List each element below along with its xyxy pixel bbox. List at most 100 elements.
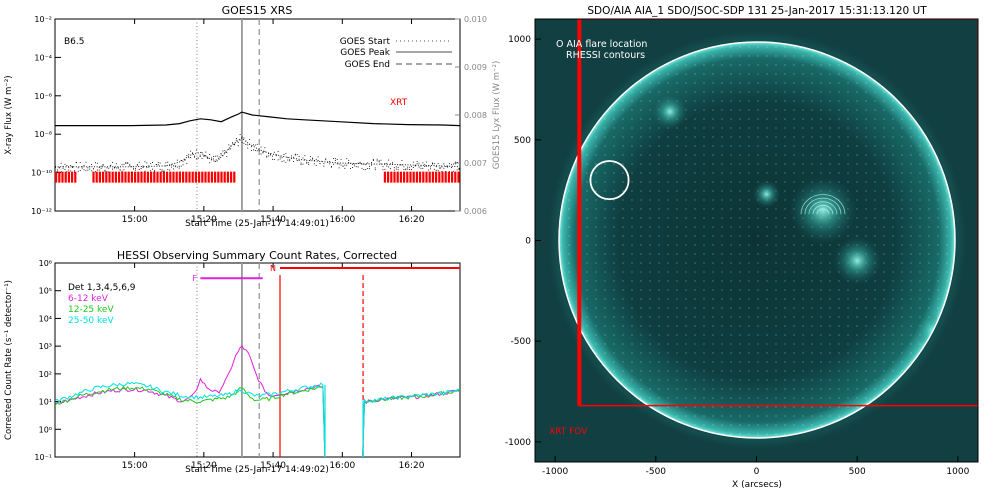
goes-noise-dot [207,158,209,159]
goes-noise-dot [331,166,332,168]
goes-noise-dot [422,167,424,169]
hessi-ytick-label: 10⁵ [39,287,52,296]
xrt-bar-segment [223,171,226,183]
goes-noise-dot [72,167,73,168]
goes-noise-dot [458,168,460,170]
goes-right-tick-label: 0.010 [464,15,487,24]
goes-noise-dot [344,164,346,166]
legend-goes-start: GOES Start [340,37,391,47]
goes-noise-dot [174,166,176,168]
goes-noise-dot [306,161,308,163]
xrt-bar-segment [108,171,111,183]
goes-noise-dot [222,155,224,157]
xrt-bar-segment [409,171,412,183]
goes-noise-dot [81,166,83,168]
goes-noise-dot [146,162,148,164]
goes-noise-dot [346,158,348,160]
goes-noise-dot [426,165,428,167]
goes-noise-dot [226,152,228,153]
xrt-bar-segment [92,171,95,183]
xrt-bar-segment [58,171,61,183]
goes-noise-dot [348,159,350,161]
xrt-fov-label: XRT FOV [549,427,588,437]
active-region-glow [752,180,781,209]
goes-noise-dot [376,158,378,160]
goes-noise-dot [155,164,157,165]
goes-noise-dot [184,159,186,160]
goes-noise-dot [234,143,235,145]
aia-ytick-label: 1000 [508,35,531,45]
coronal-loop [804,197,842,215]
goes-ylabel-right: GOES15 Lyx Flux (W m⁻²) [492,61,502,170]
goes-noise-dot [161,169,163,171]
goes-noise-dot [228,144,230,146]
goes-noise-dot [418,162,420,164]
goes-noise-dot [98,167,100,168]
goes-noise-dot [433,168,435,170]
goes-right-tick-label: 0.006 [464,207,487,216]
goes-noise-dot [74,171,75,173]
goes-noise-dot [112,162,113,163]
legend-goes-end: GOES End [345,60,390,70]
hessi-ylabel: Corrected Count Rate (s⁻¹ detector⁻¹) [4,280,14,440]
goes-noise-dot [129,165,131,167]
goes-noise-dot [169,165,171,166]
goes-noise-dot [346,164,348,166]
goes-noise-dot [211,159,212,161]
goes-noise-dot [125,163,127,164]
goes-noise-dot [205,155,207,157]
xrt-bar-segment [130,171,133,183]
goes-noise-dot [268,155,270,157]
xrt-bar-segment [233,171,236,183]
goes-noise-dot [388,166,390,168]
goes-noise-dot [83,169,85,171]
goes-noise-dot [279,156,281,158]
xrt-bar-segment [383,171,386,183]
goes-noise-dot [85,161,87,163]
goes-noise-dot [154,171,155,173]
xrt-bar-segment [156,171,159,183]
goes-noise-dot [359,161,361,163]
goes-noise-dot [108,167,110,169]
goes-noise-dot [302,157,304,159]
goes-noise-dot [148,166,150,168]
goes-noise-dot [157,164,159,166]
goes-right-tick-label: 0.007 [464,159,487,168]
goes-noise-dot [336,163,338,165]
goes-noise-dot [401,160,403,161]
goes-noise-dot [100,167,102,169]
hessi-legend: Det 1,3,4,5,6,9 6-12 keV 12-25 keV 25-50… [68,283,136,326]
goes-noise-dot [317,160,319,161]
goes-noise-dot [174,165,176,167]
goes-noise-dot [451,167,452,168]
goes-noise-dot [325,158,327,160]
goes-noise-dot [323,162,325,164]
goes-noise-dot [178,165,180,167]
goes-ytick-label: 10⁻⁴ [34,53,52,62]
xrt-bar-segment [403,171,406,183]
aia-xtick-label: -1000 [542,467,568,477]
xrt-bar-segment [64,171,67,183]
aia-ytick-label: 0 [525,237,531,247]
goes-noise-dot [232,142,233,144]
hessi-title: HESSI Observing Summary Count Rates, Cor… [117,249,397,262]
goes-noise-dot [186,162,188,164]
goes-noise-dot [361,167,363,169]
hessi-time-markers [196,263,364,457]
goes-noise-dot [114,167,115,169]
aia-xlabel: X (arcsecs) [732,480,782,490]
goes-noise-dot [409,169,410,170]
goes-noise-dot [91,170,93,172]
goes-noise-dot [348,162,350,163]
goes-noise-dot [369,165,370,167]
goes-noise-dot [218,158,220,160]
goes-noise-dot [192,153,193,155]
goes-noise-dot [380,159,382,161]
goes-noise-dot [256,150,258,152]
goes-noise-dot [62,167,64,169]
goes-noise-dot [414,164,416,166]
goes-noise-dot [363,163,365,165]
hessi-series [55,345,460,457]
goes-noise-dot [291,155,292,157]
